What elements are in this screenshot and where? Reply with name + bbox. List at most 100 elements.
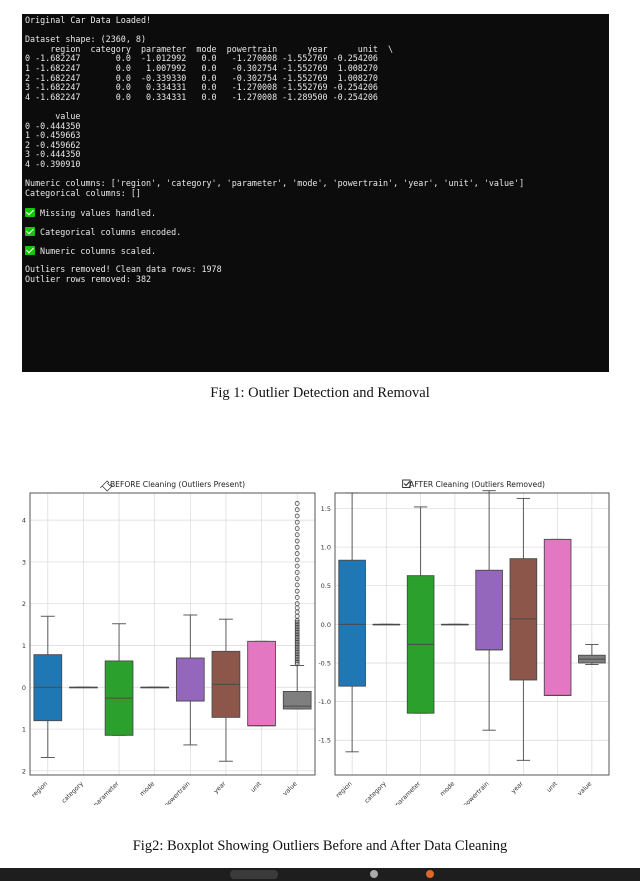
outlier-point [294, 582, 300, 588]
x-tick-label: mode [139, 780, 156, 797]
outlier-point [294, 636, 300, 642]
x-tick-label: powertrain [462, 780, 491, 805]
outlier-point [294, 532, 300, 538]
pin-icon [99, 480, 113, 492]
y-tick-label: 2 [22, 600, 26, 608]
outlier-point [294, 638, 300, 643]
outlier-point [294, 507, 300, 513]
outlier-point [294, 639, 300, 645]
terminal-line: value [25, 110, 81, 121]
box-powertrain [175, 657, 205, 702]
outlier-point [294, 633, 300, 638]
terminal-line [25, 237, 606, 247]
terminal-line: 4 -0.390910 [25, 158, 81, 169]
terminal-line: Categorical columns: [] [25, 187, 141, 198]
checkmark-icon [25, 207, 35, 217]
x-tick-label: category [363, 780, 388, 805]
y-tick-label: 0.0 [321, 621, 331, 629]
terminal-line: Categorical columns encoded. [25, 227, 606, 237]
y-tick-label: 1.0 [321, 544, 331, 552]
terminal-line: 1 -1.682247 0.0 1.007992 0.0 -0.302754 -… [25, 62, 378, 73]
outlier-point [294, 557, 300, 563]
box-powertrain [475, 569, 503, 651]
outlier-point [294, 631, 300, 637]
outlier-point [294, 643, 300, 648]
terminal-line-text: Categorical columns encoded. [35, 227, 182, 238]
outlier-point [294, 526, 300, 531]
outlier-point [294, 628, 300, 633]
outlier-point [294, 646, 300, 652]
boxplot-figure: -2-101234regioncategoryparametermodepowe… [22, 479, 610, 805]
x-tick-label: parameter [92, 780, 120, 805]
y-tick-label: 1 [22, 642, 26, 650]
outlier-point [294, 621, 300, 627]
outlier-point [294, 623, 300, 628]
terminal-line: 3 -0.444350 [25, 149, 81, 160]
taskbar-icon[interactable] [370, 870, 378, 878]
outlier-point [294, 624, 300, 630]
outlier-point [294, 619, 300, 625]
x-tick-label: value [282, 780, 299, 797]
outlier-point [294, 654, 300, 660]
outlier-point [294, 651, 300, 657]
outlier-point [294, 588, 300, 594]
terminal-line: 0 -1.682247 0.0 -1.012992 0.0 -1.270008 … [25, 53, 378, 64]
outlier-point [294, 601, 300, 607]
outlier-point [294, 629, 300, 635]
box-region [338, 559, 366, 687]
x-tick-label: year [510, 780, 525, 795]
outlier-point [294, 634, 300, 640]
terminal-line: 2 -1.682247 0.0 -0.339330 0.0 -0.302754 … [25, 72, 378, 83]
x-tick-label: unit [546, 780, 560, 794]
outlier-point [294, 501, 300, 506]
y-tick-label: -1 [22, 726, 26, 734]
x-tick-label: value [576, 780, 593, 797]
checkbox-icon [402, 479, 411, 488]
outlier-point [294, 576, 300, 582]
terminal-line: Outlier rows removed: 382 [25, 274, 152, 285]
terminal-line: 4 -1.682247 0.0 0.334331 0.0 -1.270008 -… [25, 91, 378, 102]
terminal-line: 2 -0.459662 [25, 139, 81, 150]
x-tick-label: mode [439, 780, 456, 797]
outlier-point [294, 519, 300, 525]
box-unit [247, 640, 276, 727]
taskbar-strip [0, 868, 640, 881]
plot-frame [334, 492, 610, 776]
y-tick-label: -1.5 [318, 737, 331, 745]
y-tick-label: 0 [22, 684, 26, 692]
outlier-point [294, 595, 300, 600]
x-tick-label: parameter [394, 780, 422, 805]
chart-title: BEFORE Cleaning (Outliers Present) [110, 480, 245, 489]
terminal-line: 1 -0.459663 [25, 130, 81, 141]
taskbar-icon[interactable] [426, 870, 434, 878]
checkmark-icon [403, 481, 411, 487]
terminal-line: Original Car Data Loaded! [25, 15, 152, 25]
terminal-line: Outliers removed! Clean data rows: 1978 [25, 264, 222, 275]
terminal-line: region category parameter mode powertrai… [25, 43, 394, 54]
x-tick-label: region [30, 780, 49, 799]
box-unit [543, 538, 572, 696]
terminal-line: Missing values handled. [25, 207, 606, 218]
terminal-line: Dataset shape: (2360, 8) [25, 34, 147, 45]
outlier-point [294, 626, 300, 632]
outlier-point [294, 644, 300, 650]
figure-2-caption: Fig2: Boxplot Showing Outliers Before an… [132, 838, 508, 854]
outlier-point [294, 653, 300, 658]
terminal-line: Numeric columns scaled. [25, 246, 606, 256]
outlier-point [294, 649, 300, 655]
x-tick-label: category [61, 780, 86, 805]
terminal-line [25, 102, 606, 112]
taskbar-item[interactable] [230, 870, 278, 879]
outlier-point [294, 641, 300, 647]
terminal-line-text: Missing values handled. [35, 207, 157, 218]
outlier-point [294, 551, 300, 556]
terminal-line: 0 -0.444350 [25, 120, 81, 131]
outlier-point [294, 659, 300, 665]
outlier-point [294, 661, 300, 667]
outlier-point [294, 513, 300, 519]
x-tick-label: region [335, 780, 354, 799]
y-tick-label: 0.5 [321, 582, 331, 590]
x-tick-label: unit [250, 780, 264, 794]
outlier-point [294, 563, 300, 569]
y-tick-label: 4 [22, 517, 26, 525]
